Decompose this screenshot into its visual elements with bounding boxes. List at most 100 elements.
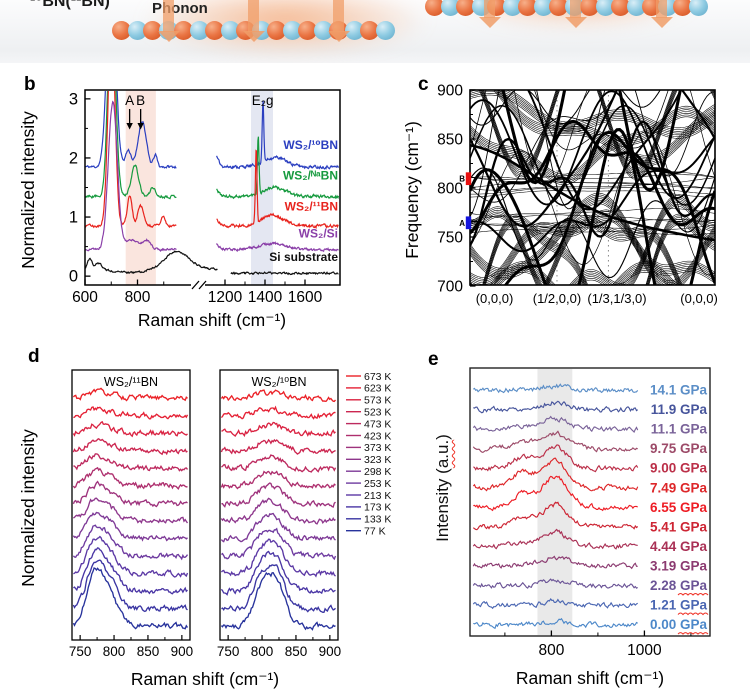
axis-break-gap — [191, 281, 205, 289]
spectra-curves — [472, 383, 639, 630]
tick-label: 1 — [69, 209, 78, 227]
spectrum-curve — [73, 453, 189, 472]
axes: 0 1 2 3 600 800 1200 1400 1600 — [69, 89, 341, 306]
phonon-band — [470, 128, 715, 286]
phonon-arrow-icon — [564, 0, 587, 28]
shaded-band — [537, 369, 573, 635]
spectrum-curve — [220, 512, 336, 543]
boron-atom — [298, 21, 317, 40]
e-ylabel-prefix: Intensity ( — [433, 468, 452, 542]
legend-label: 77 K — [364, 526, 386, 538]
e-xlabel: Raman shift (cm⁻¹) — [516, 668, 664, 688]
tick-label: 1600 — [288, 289, 323, 306]
c-ylabel: Frequency (cm⁻¹) — [402, 121, 422, 259]
spectrum-curve — [72, 511, 188, 542]
phonon-band — [470, 176, 715, 185]
phonon-band — [470, 190, 715, 198]
tick-label: 700 — [437, 279, 463, 296]
mode-marker — [465, 216, 472, 230]
phonon-band — [470, 219, 715, 226]
nitrogen-atom — [502, 0, 522, 16]
spectrum-curve — [72, 567, 189, 630]
axes: 800 1000 — [469, 367, 711, 659]
e-ylabel-suffix: ) — [433, 434, 452, 440]
phonon-band — [470, 213, 715, 223]
legend-label: 253 K — [364, 478, 391, 490]
tick-label: 750 — [437, 230, 463, 247]
annotations: WS₂/¹⁰BN WS₂/ᴺᵃBN WS₂/¹¹BN WS₂/Si Si substra… — [125, 93, 338, 264]
panel-a-schematic: ¹⁰BN(¹¹BN) Phonon — [0, 0, 750, 63]
spectrum-curve — [85, 100, 177, 252]
phonon-band — [470, 187, 715, 195]
tick-label: 800 — [103, 644, 126, 659]
legend-label: 573 K — [364, 395, 391, 407]
tick-label: 0 — [69, 268, 78, 286]
phonon-band — [470, 90, 715, 228]
pressure-label: 14.1 GPa — [650, 383, 708, 398]
legend-label: 298 K — [364, 466, 391, 478]
spectrum-curve — [472, 598, 638, 610]
phonon-band — [470, 136, 715, 253]
e-ylabel: Intensity (a.u.) — [433, 423, 453, 553]
spectrum-curve — [472, 457, 639, 492]
peak-annotation: A — [125, 93, 134, 108]
phonon-band — [470, 208, 715, 218]
phonon-band — [482, 213, 715, 286]
mode-marker-label: A — [459, 219, 465, 228]
spectrum-curve — [221, 454, 337, 473]
boron-atom — [611, 0, 630, 16]
e-ylabel-unit: a.u. — [433, 439, 452, 469]
spectrum-curve — [73, 497, 189, 525]
phonon-band — [501, 90, 682, 192]
spectrum-curve — [220, 538, 336, 578]
spectra-curves — [85, 91, 340, 276]
spectrum-curve — [230, 271, 339, 276]
legend-label: 673 K — [364, 371, 391, 383]
tick-label: 800 — [125, 289, 151, 306]
phonon-band — [485, 224, 715, 286]
spectrum-curve — [473, 617, 638, 630]
phonon-band — [470, 174, 715, 182]
phonon-band — [470, 131, 715, 276]
peak-annotation: E₂g — [252, 93, 274, 108]
nitrogen-atom — [688, 0, 708, 16]
phonon-arrow-icon — [157, 0, 180, 42]
spectrum-curve — [220, 571, 336, 631]
nitrogen-atom — [220, 21, 240, 40]
phonon-band — [470, 90, 669, 151]
legend-label: 213 K — [364, 490, 391, 502]
nitrogen-atom — [282, 21, 302, 40]
pressure-label: 9.00 GPa — [650, 461, 708, 476]
pressure-label: 4.44 GPa — [650, 539, 708, 554]
phonon-band — [478, 90, 715, 180]
spectrum-curve — [473, 400, 639, 414]
legend-label: 473 K — [364, 418, 391, 430]
spectrum-curve — [216, 136, 340, 200]
phonon-band — [481, 90, 715, 175]
pressure-label: 3.19 GPa — [650, 558, 708, 573]
phonon-band — [470, 90, 618, 203]
phonon-band — [470, 91, 715, 136]
phonon-band — [490, 263, 677, 286]
pressure-label: 5.41 GPa — [650, 519, 708, 534]
tick-label: 900 — [319, 644, 342, 659]
subplot-title: WS₂/¹¹BN — [104, 375, 158, 389]
mode-markers: BA — [459, 172, 472, 230]
spectrum-curve — [220, 550, 336, 596]
phonon-arrow-icon — [242, 0, 265, 42]
spectrum-curve — [72, 524, 189, 561]
spectrum-curve — [73, 406, 189, 420]
spectrum-curve — [221, 421, 336, 438]
spectrum-curve — [73, 535, 189, 578]
tick-label: 900 — [171, 644, 194, 659]
boron-atom — [518, 0, 537, 16]
phonon-band — [470, 199, 715, 286]
pressure-label: 9.75 GPa — [650, 441, 708, 456]
legend-label: 373 K — [364, 442, 391, 454]
tick-label: 800 — [437, 181, 463, 198]
tick-label: 2 — [69, 149, 78, 167]
phonon-band — [507, 90, 715, 130]
tick-label: 750 — [217, 644, 240, 659]
spectrum-curve — [220, 405, 336, 420]
